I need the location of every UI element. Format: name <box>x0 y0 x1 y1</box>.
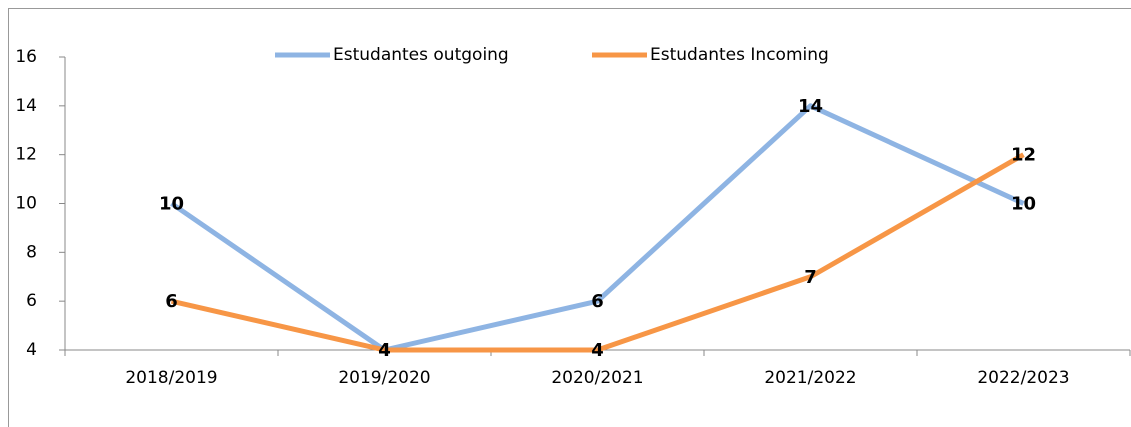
chart-frame <box>8 8 1131 427</box>
x-tick-label: 2020/2021 <box>551 368 643 388</box>
x-tick-label: 2022/2023 <box>977 368 1069 388</box>
data-label: 10 <box>1011 194 1036 215</box>
data-label: 4 <box>591 340 604 361</box>
y-tick-label: 4 <box>26 340 37 360</box>
x-tick-label: 2021/2022 <box>764 368 856 388</box>
data-label: 4 <box>378 340 391 361</box>
y-tick-label: 8 <box>26 242 37 262</box>
y-tick-label: 16 <box>15 47 37 67</box>
x-tick-label: 2018/2019 <box>125 368 217 388</box>
data-label: 7 <box>804 267 817 288</box>
y-tick-label: 10 <box>15 194 37 214</box>
y-tick-label: 12 <box>15 145 37 165</box>
data-label: 14 <box>798 96 823 117</box>
y-tick-label: 14 <box>15 96 37 116</box>
data-label: 6 <box>165 291 178 312</box>
data-label: 12 <box>1011 145 1036 166</box>
series-line <box>170 152 1025 353</box>
series-line <box>170 103 1025 353</box>
x-tick-label: 2019/2020 <box>338 368 430 388</box>
legend-label: Estudantes Incoming <box>650 45 829 65</box>
data-label: 10 <box>159 194 184 215</box>
legend-label: Estudantes outgoing <box>333 45 509 65</box>
data-label: 6 <box>591 291 604 312</box>
data-label: 4 <box>378 340 391 361</box>
y-tick-label: 6 <box>26 291 37 311</box>
